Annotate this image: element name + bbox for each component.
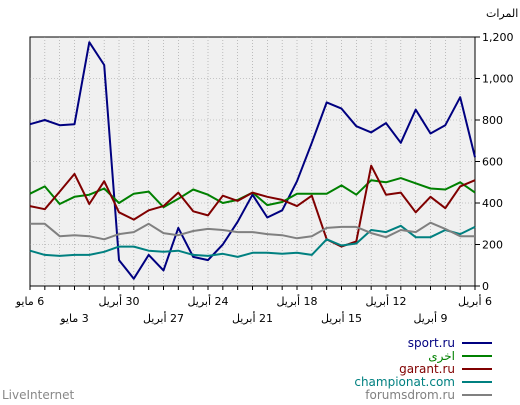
x-tick-label: 3 مايو — [59, 312, 88, 325]
watermark-brand: LiveInternet — [2, 388, 74, 402]
y-tick-label: 0 — [482, 280, 489, 293]
x-axis: 6 مايو 30 أبريل 24 أبريل 18 أبريل 12 أبريل 6 … — [15, 286, 492, 325]
y-tick-label: 800 — [482, 114, 503, 127]
series-line-championat.com — [29, 224, 476, 258]
y-axis: 0 200 400 600 800 1,000 1,200 — [475, 31, 514, 293]
y-tick-label: 1,000 — [482, 73, 514, 86]
x-tick-label: 30 أبريل — [98, 294, 139, 308]
y-tick-label: 600 — [482, 156, 503, 169]
y-tick-label: 400 — [482, 197, 503, 210]
series-lines — [29, 41, 476, 280]
x-tick-label: 12 أبريل — [365, 294, 406, 308]
y-tick-label: 200 — [482, 239, 503, 252]
legend: sport.ruاخرىgarant.ruchampionat.comforum… — [354, 336, 492, 402]
x-tick-label: 6 مايو — [15, 295, 44, 308]
x-tick-label: 9 أبريل — [413, 311, 447, 325]
x-tick-label: 18 أبريل — [276, 294, 317, 308]
legend-label: garant.ru — [399, 362, 455, 376]
legend-label: championat.com — [354, 375, 455, 389]
series-line-garant.ru — [29, 164, 476, 248]
x-tick-label: 15 أبريل — [321, 311, 362, 325]
x-tick-label: 21 أبريل — [232, 311, 273, 325]
legend-label: اخرى — [428, 349, 455, 364]
y-axis-unit-label: المرات — [486, 7, 518, 20]
y-tick-label: 1,200 — [482, 31, 514, 44]
x-tick-label: 24 أبريل — [187, 294, 228, 308]
x-tick-label: 27 أبريل — [143, 311, 184, 325]
series-line-forumsdrom.ru — [30, 221, 475, 241]
legend-label: forumsdrom.ru — [365, 388, 455, 402]
legend-label: sport.ru — [408, 336, 455, 350]
series-line-sport.ru — [29, 41, 476, 280]
x-tick-label: 6 أبريل — [458, 294, 492, 308]
